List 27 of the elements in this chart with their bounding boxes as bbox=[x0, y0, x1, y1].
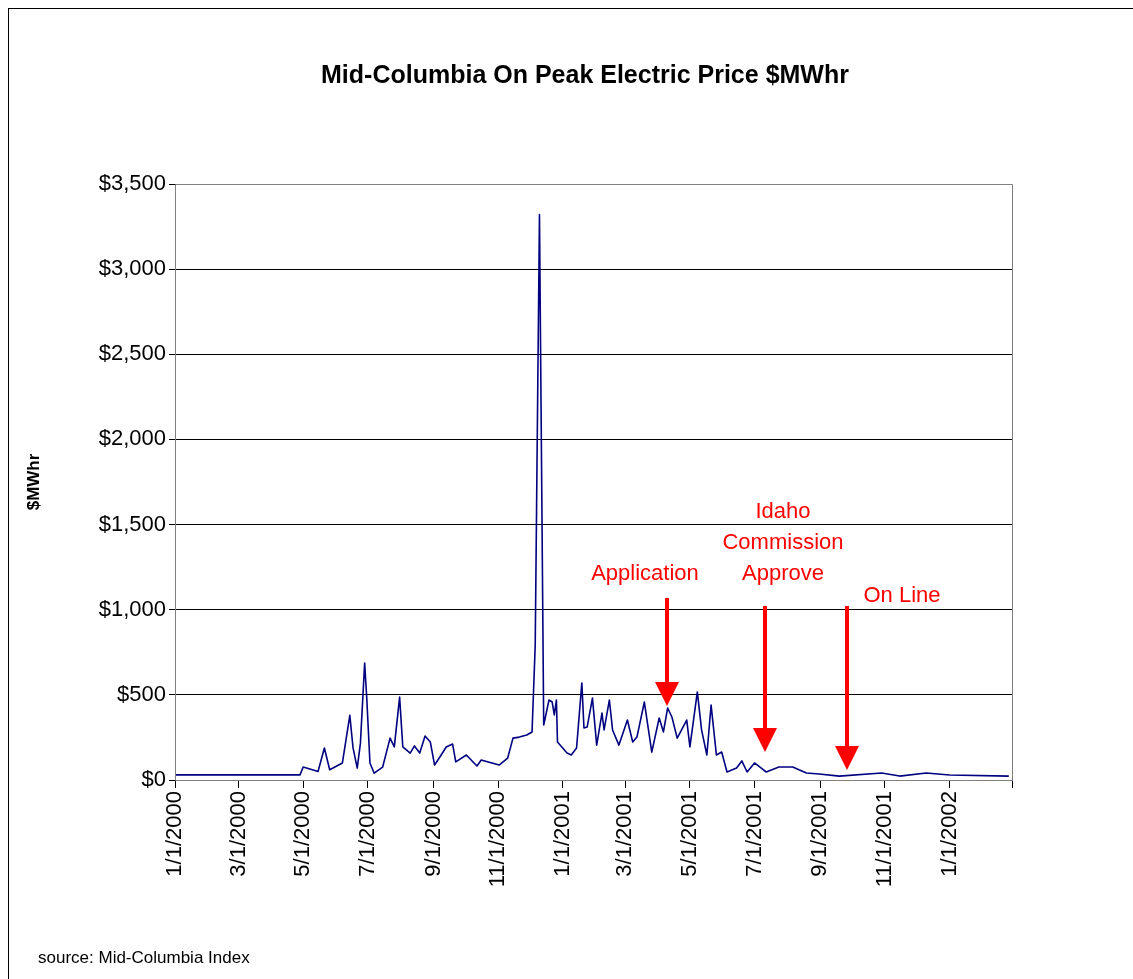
x-tick-label: 5/1/2000 bbox=[289, 791, 315, 877]
x-tick-label: 1/1/2002 bbox=[935, 791, 961, 877]
y-tick-label: $3,000 bbox=[98, 255, 166, 281]
y-tick-label: $0 bbox=[141, 766, 166, 792]
x-tick-label: 3/1/2000 bbox=[224, 791, 250, 877]
y-tick-label: $3,500 bbox=[98, 170, 166, 196]
x-tick-label: 7/1/2001 bbox=[740, 791, 766, 877]
annotation: On Line bbox=[862, 581, 942, 609]
x-tick-label: 5/1/2001 bbox=[675, 791, 701, 877]
y-tick-label: $1,500 bbox=[98, 510, 166, 536]
source-note: source: Mid-Columbia Index bbox=[38, 947, 250, 969]
annotation: Application bbox=[590, 559, 700, 587]
x-tick-label: 9/1/2000 bbox=[419, 791, 445, 877]
x-tick-label: 1/1/2001 bbox=[548, 791, 574, 877]
x-tick-label: 3/1/2001 bbox=[611, 791, 637, 877]
y-axis-title: $MWhr bbox=[23, 453, 43, 511]
x-tick-label: 7/1/2000 bbox=[353, 791, 379, 877]
y-tick-label: $500 bbox=[117, 680, 166, 706]
annotation: Idaho Commission Approve bbox=[721, 497, 845, 587]
x-tick-label: 11/1/2000 bbox=[484, 791, 510, 888]
x-tick-label: 11/1/2001 bbox=[870, 791, 896, 888]
x-tick-label: 9/1/2001 bbox=[806, 791, 832, 877]
y-tick-label: $2,000 bbox=[98, 425, 166, 451]
y-tick-label: $1,000 bbox=[98, 595, 166, 621]
chart-title: Mid-Columbia On Peak Electric Price $MWhr bbox=[321, 59, 850, 88]
x-tick-label: 1/1/2000 bbox=[161, 791, 187, 877]
y-tick-label: $2,500 bbox=[98, 340, 166, 366]
